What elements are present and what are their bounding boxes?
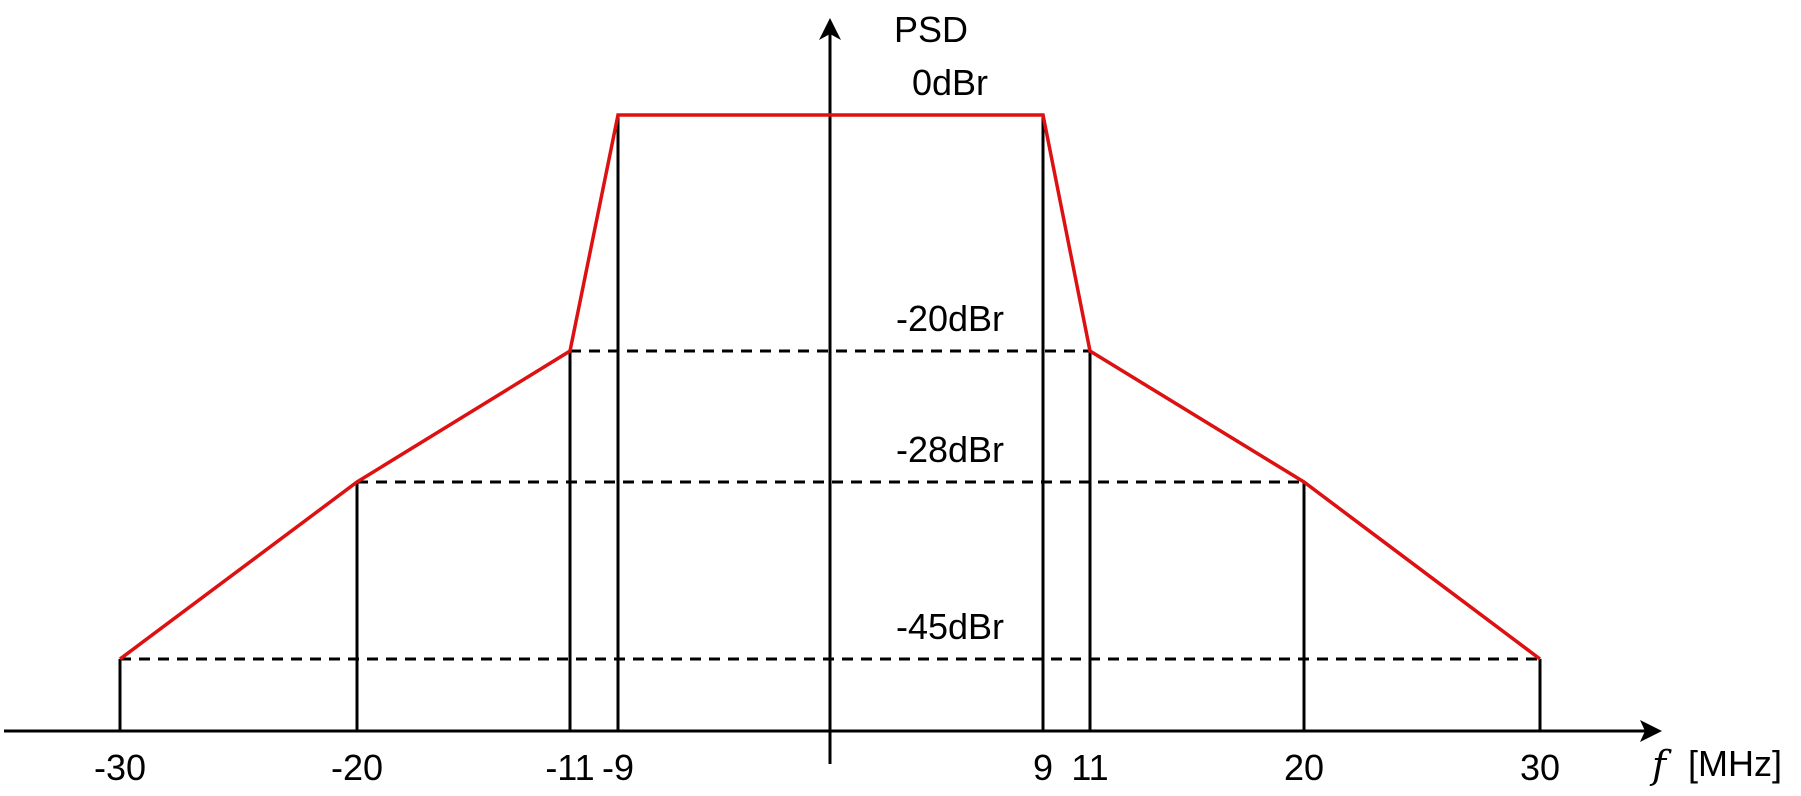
- level-label: -45dBr: [896, 606, 1004, 647]
- x-axis-unit: [MHz]: [1688, 743, 1782, 784]
- tick-label: 30: [1520, 747, 1560, 788]
- tick-label: -30: [94, 747, 146, 788]
- tick-label: -9: [602, 747, 634, 788]
- axes: [4, 18, 1662, 764]
- y-axis-label: PSD: [894, 9, 968, 50]
- tick-label: 9: [1033, 747, 1053, 788]
- level-label: -20dBr: [896, 298, 1004, 339]
- x-axis-symbol: f: [1649, 743, 1672, 787]
- tick-label: 20: [1284, 747, 1324, 788]
- level-labels: 0dBr -20dBr -28dBr -45dBr: [896, 62, 1004, 647]
- y-axis-arrowhead: [819, 18, 841, 40]
- frequency-guide-lines: [118, 115, 1542, 731]
- tick-label: -11: [545, 747, 594, 788]
- frequency-tick-labels: -30 -20 -11 -9 9 11 20 30: [94, 747, 1560, 788]
- spectral-mask-line: [118, 113, 1542, 661]
- level-label: -28dBr: [896, 429, 1004, 470]
- x-axis-arrowhead: [1640, 720, 1662, 742]
- level-label: 0dBr: [912, 62, 988, 103]
- tick-label: -20: [331, 747, 383, 788]
- tick-label: 11: [1071, 747, 1108, 788]
